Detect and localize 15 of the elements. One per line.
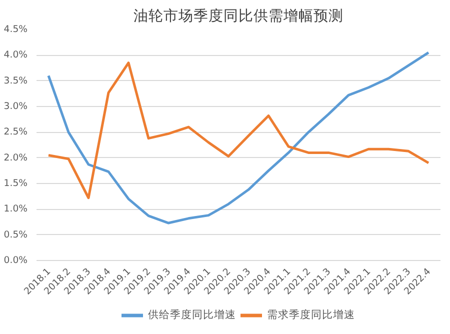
y-tick-label: 4.5%	[4, 24, 28, 35]
chart-title: 油轮市场季度同比供需增幅预测	[134, 8, 344, 24]
line-series	[47, 51, 430, 224]
y-tick-label: 3.0%	[4, 101, 28, 112]
y-tick-label: 4.0%	[4, 50, 28, 61]
y-tick-label: 1.0%	[4, 204, 28, 215]
y-tick-label: 2.0%	[4, 152, 28, 164]
y-tick-label: 2.5%	[4, 126, 28, 138]
legend-label: 需求季度同比增速	[267, 308, 355, 322]
y-tick-label: 3.5%	[4, 75, 28, 86]
y-tick-label: 0.5%	[4, 229, 28, 240]
legend-label: 供给季度同比增速	[148, 308, 236, 322]
line-series	[47, 62, 430, 200]
y-tick-label: 1.5%	[4, 178, 28, 189]
y-tick-label: 0.0%	[4, 255, 28, 266]
